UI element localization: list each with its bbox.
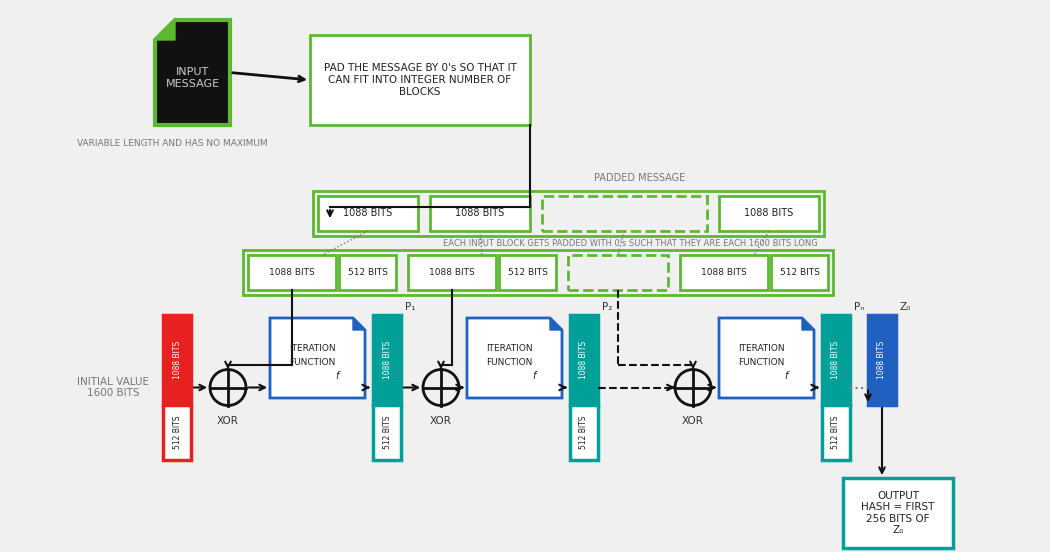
FancyBboxPatch shape [408, 255, 496, 290]
Text: INITIAL VALUE
1600 BITS: INITIAL VALUE 1600 BITS [77, 376, 149, 399]
Polygon shape [467, 318, 562, 398]
FancyBboxPatch shape [822, 405, 850, 460]
Text: EACH INPUT BLOCK GETS PADDED WITH 0's SUCH THAT THEY ARE EACH 1600 BITS LONG: EACH INPUT BLOCK GETS PADDED WITH 0's SU… [443, 238, 817, 247]
FancyBboxPatch shape [430, 196, 530, 231]
FancyBboxPatch shape [163, 405, 191, 460]
Text: f: f [532, 370, 537, 380]
FancyBboxPatch shape [163, 315, 191, 405]
Text: 1088 BITS: 1088 BITS [580, 341, 588, 379]
FancyBboxPatch shape [310, 35, 530, 125]
FancyBboxPatch shape [868, 315, 896, 405]
Polygon shape [550, 318, 562, 330]
FancyBboxPatch shape [248, 255, 336, 290]
Text: 1088 BITS: 1088 BITS [701, 268, 747, 277]
Text: 512 BITS: 512 BITS [382, 416, 392, 449]
Text: 512 BITS: 512 BITS [580, 416, 588, 449]
Text: 512 BITS: 512 BITS [172, 416, 182, 449]
Text: P₁: P₁ [405, 302, 416, 312]
Text: 1088 BITS: 1088 BITS [832, 341, 840, 379]
Text: 1088 BITS: 1088 BITS [382, 341, 392, 379]
Text: f: f [336, 370, 339, 380]
Text: XOR: XOR [430, 417, 452, 427]
Text: FUNCTION: FUNCTION [486, 358, 532, 367]
Text: FUNCTION: FUNCTION [290, 358, 336, 367]
Text: ITERATION: ITERATION [738, 344, 784, 353]
Text: ITERATION: ITERATION [486, 344, 532, 353]
FancyBboxPatch shape [318, 196, 418, 231]
FancyBboxPatch shape [339, 255, 396, 290]
FancyBboxPatch shape [719, 196, 819, 231]
Text: 512 BITS: 512 BITS [832, 416, 840, 449]
FancyBboxPatch shape [771, 255, 828, 290]
Text: XOR: XOR [217, 417, 239, 427]
FancyBboxPatch shape [373, 315, 401, 405]
Text: 1088 BITS: 1088 BITS [429, 268, 475, 277]
Text: FUNCTION: FUNCTION [738, 358, 784, 367]
Text: VARIABLE LENGTH AND HAS NO MAXIMUM: VARIABLE LENGTH AND HAS NO MAXIMUM [78, 139, 268, 147]
Text: PADDED MESSAGE: PADDED MESSAGE [594, 173, 686, 183]
Text: ITERATION: ITERATION [289, 344, 336, 353]
Polygon shape [802, 318, 814, 330]
FancyBboxPatch shape [499, 255, 556, 290]
Polygon shape [719, 318, 814, 398]
Text: INPUT
MESSAGE: INPUT MESSAGE [166, 67, 219, 88]
Polygon shape [155, 20, 230, 125]
FancyBboxPatch shape [542, 196, 707, 231]
Text: 512 BITS: 512 BITS [779, 268, 819, 277]
Text: 1088 BITS: 1088 BITS [744, 209, 794, 219]
Text: 512 BITS: 512 BITS [348, 268, 387, 277]
Polygon shape [155, 20, 175, 40]
Polygon shape [353, 318, 365, 330]
Text: 1088 BITS: 1088 BITS [343, 209, 393, 219]
FancyBboxPatch shape [680, 255, 768, 290]
Polygon shape [270, 318, 365, 398]
FancyBboxPatch shape [570, 405, 598, 460]
Text: 1088 BITS: 1088 BITS [269, 268, 315, 277]
FancyBboxPatch shape [843, 478, 953, 548]
Text: f: f [784, 370, 789, 380]
FancyBboxPatch shape [373, 405, 401, 460]
Text: OUTPUT
HASH = FIRST
256 BITS OF
Z₀: OUTPUT HASH = FIRST 256 BITS OF Z₀ [861, 491, 935, 535]
Text: 1088 BITS: 1088 BITS [172, 341, 182, 379]
Text: 512 BITS: 512 BITS [507, 268, 547, 277]
Text: XOR: XOR [682, 417, 704, 427]
Text: Pₙ: Pₙ [854, 302, 864, 312]
FancyBboxPatch shape [568, 255, 668, 290]
Text: 1088 BITS: 1088 BITS [878, 341, 886, 379]
Text: Z₀: Z₀ [900, 302, 911, 312]
Text: PAD THE MESSAGE BY 0's SO THAT IT
CAN FIT INTO INTEGER NUMBER OF
BLOCKS: PAD THE MESSAGE BY 0's SO THAT IT CAN FI… [323, 63, 517, 97]
Text: P₂: P₂ [602, 302, 612, 312]
FancyBboxPatch shape [570, 315, 598, 405]
Text: 1088 BITS: 1088 BITS [456, 209, 505, 219]
FancyBboxPatch shape [822, 315, 850, 405]
